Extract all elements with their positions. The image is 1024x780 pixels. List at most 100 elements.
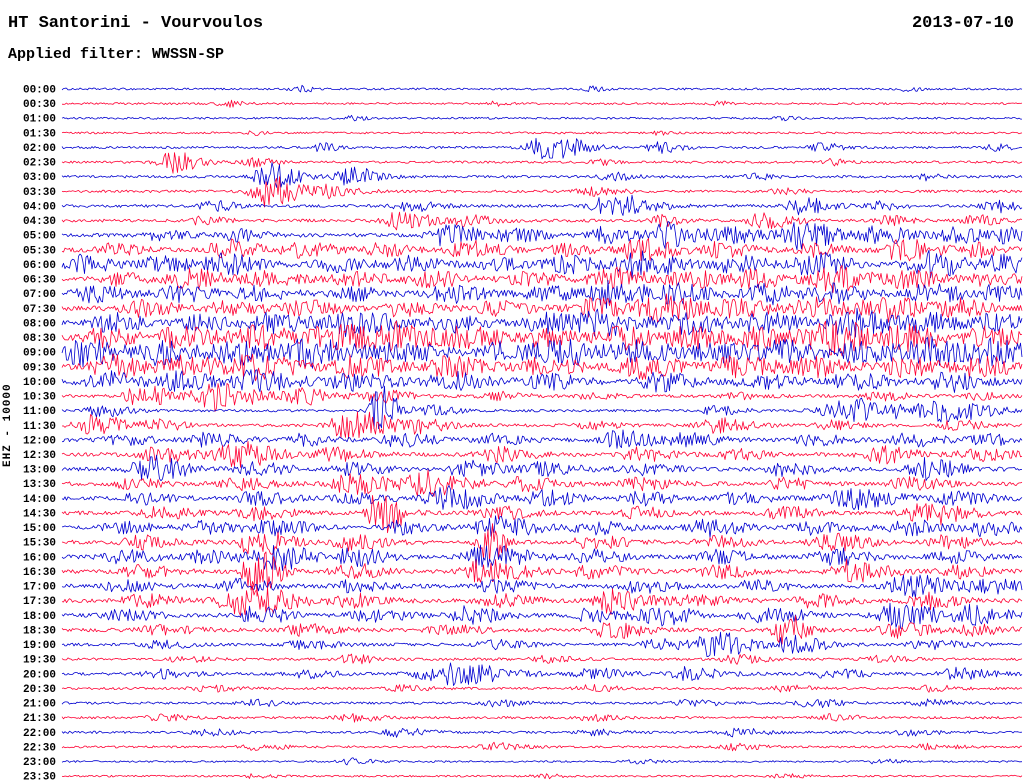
time-label: 18:30 [23,625,56,637]
seismic-trace-2030 [61,684,1023,693]
time-label: 13:30 [23,479,56,491]
seismic-trace-2100 [61,698,1023,709]
time-label: 04:00 [23,202,56,214]
time-label: 08:30 [23,333,56,345]
seismic-trace-0100 [61,114,1022,122]
seismic-trace-0800 [61,307,1023,338]
time-label: 13:00 [23,465,56,477]
time-label: 17:00 [23,582,56,594]
record-date: 2013-07-10 [911,14,1014,33]
time-label: 16:00 [23,552,56,564]
time-label: 18:00 [23,611,56,623]
seismic-trace-1830 [61,615,1023,645]
seismic-trace-0200 [61,137,1023,160]
time-label: 09:30 [23,362,56,374]
time-label: 19:30 [23,655,56,667]
seismic-trace-2130 [61,713,1023,723]
time-label: 01:30 [23,128,56,140]
time-label: 00:30 [23,99,56,111]
time-label: 10:30 [23,392,56,404]
time-label: 01:00 [23,114,56,126]
seismic-trace-1300 [61,454,1023,482]
seismic-trace-1800 [61,602,1023,630]
seismic-trace-0830 [61,320,1023,357]
applied-filter-label: Applied filter: WWSSN-SP [8,46,225,63]
time-label: 14:00 [23,494,56,506]
seismic-trace-2200 [61,727,1023,738]
station-title: HT Santorini - Vourvoulos [8,14,264,33]
time-label: 12:00 [23,435,56,447]
seismic-trace-1630 [61,551,1023,597]
time-label: 03:30 [23,187,56,199]
seismic-trace-2300 [61,757,1023,766]
time-label: 07:00 [23,289,56,301]
seismic-trace-0900 [61,336,1023,369]
time-label: 02:30 [23,158,56,170]
seismic-trace-2330 [61,773,1023,780]
seismic-trace-0700 [61,279,1023,309]
time-label: 17:30 [23,596,56,608]
time-label: 23:00 [23,757,56,769]
seismic-trace-1500 [61,515,1023,538]
time-label: 16:30 [23,567,56,579]
seismic-trace-1030 [61,382,1023,412]
seismic-trace-0130 [61,130,1023,137]
seismic-trace-0330 [61,176,1023,208]
time-label: 20:30 [23,684,56,696]
seismic-trace-1600 [61,544,1023,571]
seismic-trace-1730 [61,585,1023,616]
time-label: 21:00 [23,699,56,711]
time-label: 14:30 [23,509,56,521]
time-label: 00:00 [23,85,56,97]
seismic-trace-1900 [61,631,1023,657]
seismic-trace-0400 [61,194,1023,216]
seismic-trace-1130 [61,411,1023,440]
seismic-trace-2230 [61,741,1023,752]
seismic-trace-0030 [61,99,1023,108]
seismic-trace-0600 [61,249,1023,279]
seismic-trace-1530 [61,523,1023,562]
seismic-trace-0930 [61,353,1023,382]
time-label: 11:00 [23,406,56,418]
seismic-trace-1700 [61,574,1023,599]
seismic-trace-0500 [61,221,1023,251]
time-label: 05:30 [23,245,56,257]
time-label: 22:00 [23,728,56,740]
time-label: 19:00 [23,640,56,652]
seismic-trace-0230 [61,152,1023,174]
seismic-trace-1230 [61,440,1023,468]
seismic-trace-1930 [61,653,1023,665]
time-label: 22:30 [23,742,56,754]
seismic-trace-0530 [61,237,1023,262]
seismic-trace-1400 [61,485,1023,511]
seismic-trace-1430 [61,494,1023,534]
time-label: 02:00 [23,143,56,155]
seismic-trace-1000 [61,369,1023,393]
seismic-trace-1200 [61,429,1023,449]
time-label: 15:00 [23,523,56,535]
seismic-trace-2000 [61,662,1023,686]
time-label: 04:30 [23,216,56,228]
seismic-trace-0630 [61,264,1023,293]
seismic-trace-0300 [61,162,1023,188]
seismic-trace-1100 [61,385,1023,430]
time-label: 23:30 [23,772,56,780]
time-label: 15:30 [23,538,56,550]
time-label: 06:00 [23,260,56,272]
time-label: 09:00 [23,348,56,360]
time-label: 11:30 [23,421,56,433]
time-label: 10:00 [23,377,56,389]
time-label: 07:30 [23,304,56,316]
seismic-trace-0000 [61,84,1023,93]
time-label: 05:00 [23,231,56,243]
seismic-trace-0430 [61,211,1023,231]
time-label: 20:00 [23,669,56,681]
time-label: 21:30 [23,713,56,725]
time-label: 12:30 [23,450,56,462]
time-label: 08:00 [23,318,56,330]
time-label: 06:30 [23,275,56,287]
seismic-trace-0730 [61,293,1023,323]
time-label: 03:00 [23,172,56,184]
